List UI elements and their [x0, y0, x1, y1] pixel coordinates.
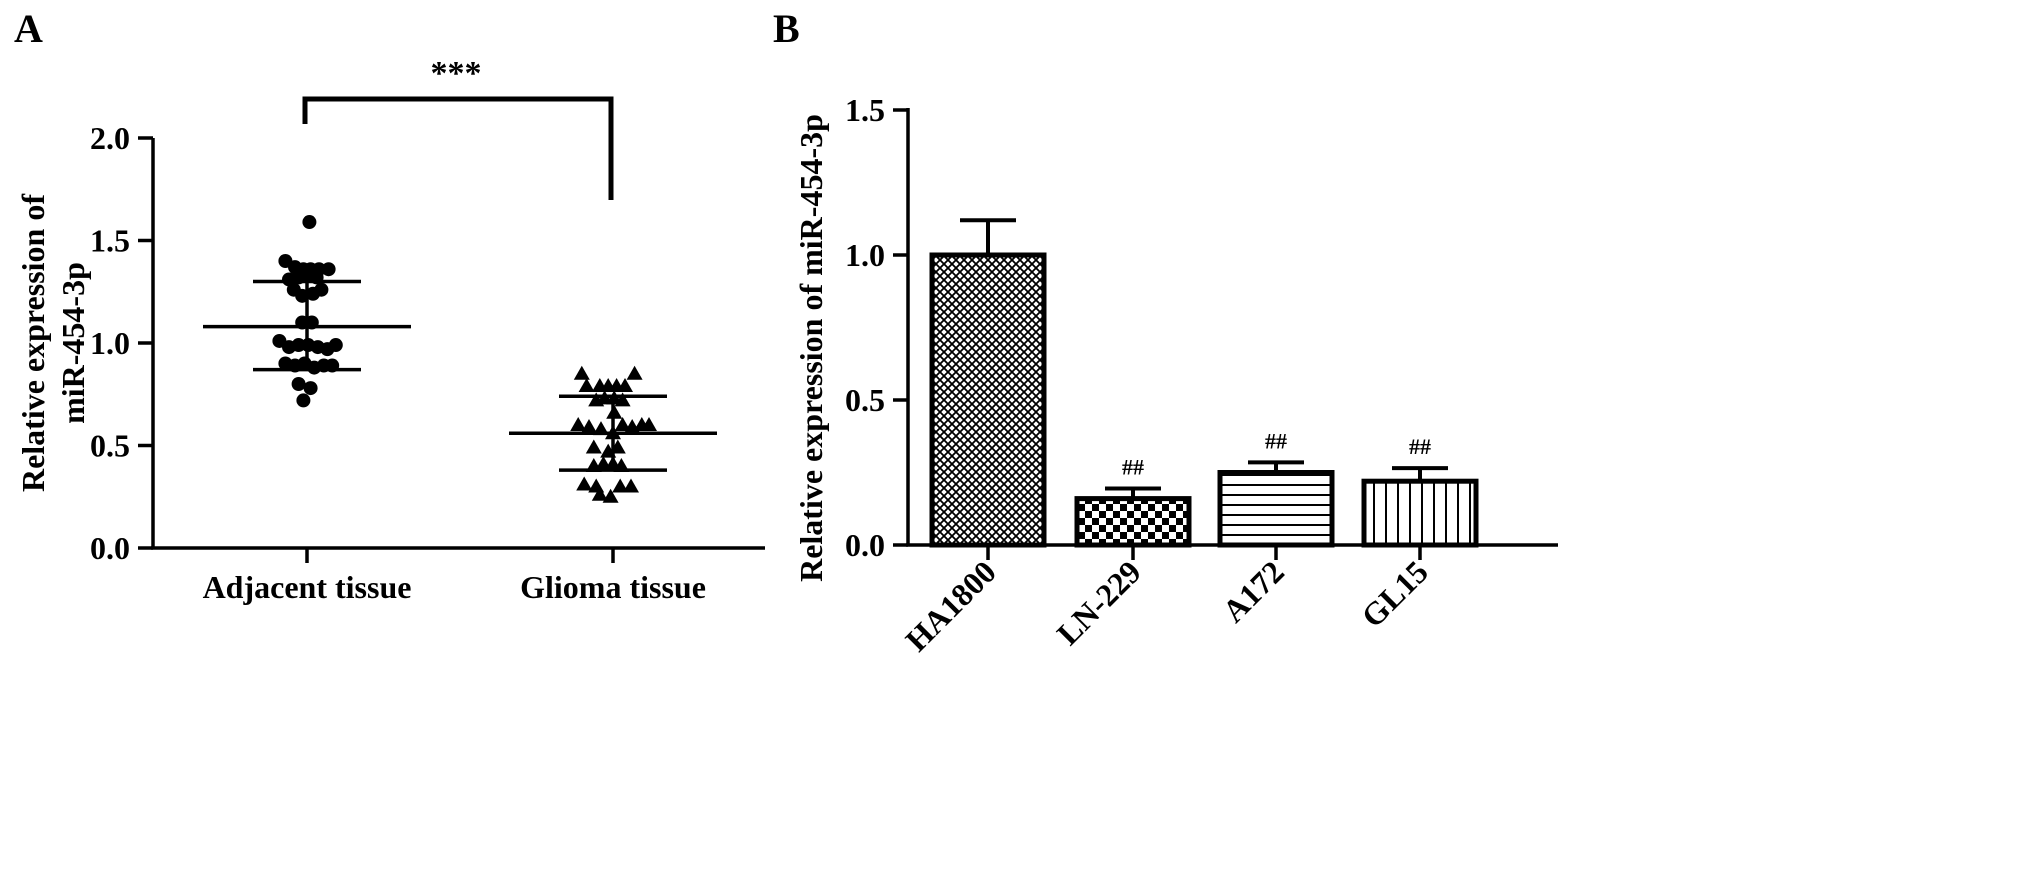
- y-tick-label: 1.5: [845, 92, 885, 128]
- significance-label: ***: [431, 55, 482, 92]
- y-tick-label: 0.0: [90, 530, 130, 566]
- y-tick-label: 1.0: [90, 325, 130, 361]
- data-point-triangle: [641, 417, 657, 431]
- panel-a-y-axis-label-line2: miR-454-3p: [55, 262, 91, 424]
- data-point-circle: [328, 338, 343, 353]
- data-point-triangle: [617, 378, 633, 393]
- x-tick-label: LN-229: [1050, 553, 1148, 651]
- data-point-triangle: [578, 378, 595, 393]
- data-point-triangle: [612, 478, 629, 493]
- panel-a-chart: Relative expression of miR-454-3p 0.0 0.5…: [15, 55, 765, 605]
- bar-annotation: ##: [1409, 434, 1431, 459]
- panel-a-y-axis-label-line1: Relative expression of: [15, 194, 51, 492]
- panel-a-label: A: [14, 6, 43, 51]
- y-tick-label: 0.0: [845, 527, 885, 563]
- y-tick-label: 0.5: [90, 428, 130, 464]
- bar-annotation: ##: [1265, 428, 1287, 453]
- data-point-circle: [314, 282, 329, 297]
- data-point-triangle: [623, 478, 639, 493]
- data-point-triangle: [591, 486, 608, 501]
- panel-a-y-axis-label: Relative expression of miR-454-3p: [15, 194, 91, 492]
- y-tick-label: 1.0: [845, 237, 885, 273]
- data-point-circle: [303, 381, 318, 396]
- panel-b-y-axis-label: Relative expression of miR-454-3p: [793, 114, 829, 582]
- significance-bracket-line: [302, 96, 614, 200]
- data-point-circle: [291, 338, 306, 353]
- x-tick-label: Adjacent tissue: [203, 569, 412, 605]
- y-tick-label: 2.0: [90, 120, 130, 156]
- x-tick-label: Glioma tissue: [520, 569, 706, 605]
- x-tick-label: GL15: [1354, 553, 1435, 634]
- panel-b-label: B: [773, 6, 800, 51]
- x-tick-label: HA1800: [898, 553, 1003, 658]
- data-point-circle: [321, 262, 336, 277]
- bar: [929, 252, 1047, 548]
- y-tick-label: 1.5: [90, 223, 130, 259]
- data-point-triangle: [626, 365, 643, 380]
- bar-annotation: ##: [1122, 454, 1144, 479]
- data-point-circle: [302, 215, 317, 230]
- bar: [1074, 496, 1192, 548]
- data-point-triangle: [570, 417, 587, 431]
- data-point-triangle: [614, 392, 631, 407]
- bar: [1361, 478, 1479, 548]
- data-point-triangle: [576, 476, 593, 491]
- data-point-triangle: [585, 439, 602, 454]
- significance-bracket: ***: [302, 55, 614, 200]
- bar: [1217, 470, 1335, 548]
- data-point-triangle: [573, 365, 590, 380]
- data-point-triangle: [602, 488, 619, 503]
- x-tick-label: A172: [1215, 553, 1291, 629]
- data-point-circle: [291, 377, 306, 391]
- data-point-triangle: [581, 419, 597, 434]
- panel-b-chart: Relative expression of miR-454-3p 0.0 0.5…: [793, 92, 1558, 658]
- data-point-circle: [296, 393, 311, 408]
- data-point-triangle: [614, 417, 631, 431]
- y-tick-label: 0.5: [845, 382, 885, 418]
